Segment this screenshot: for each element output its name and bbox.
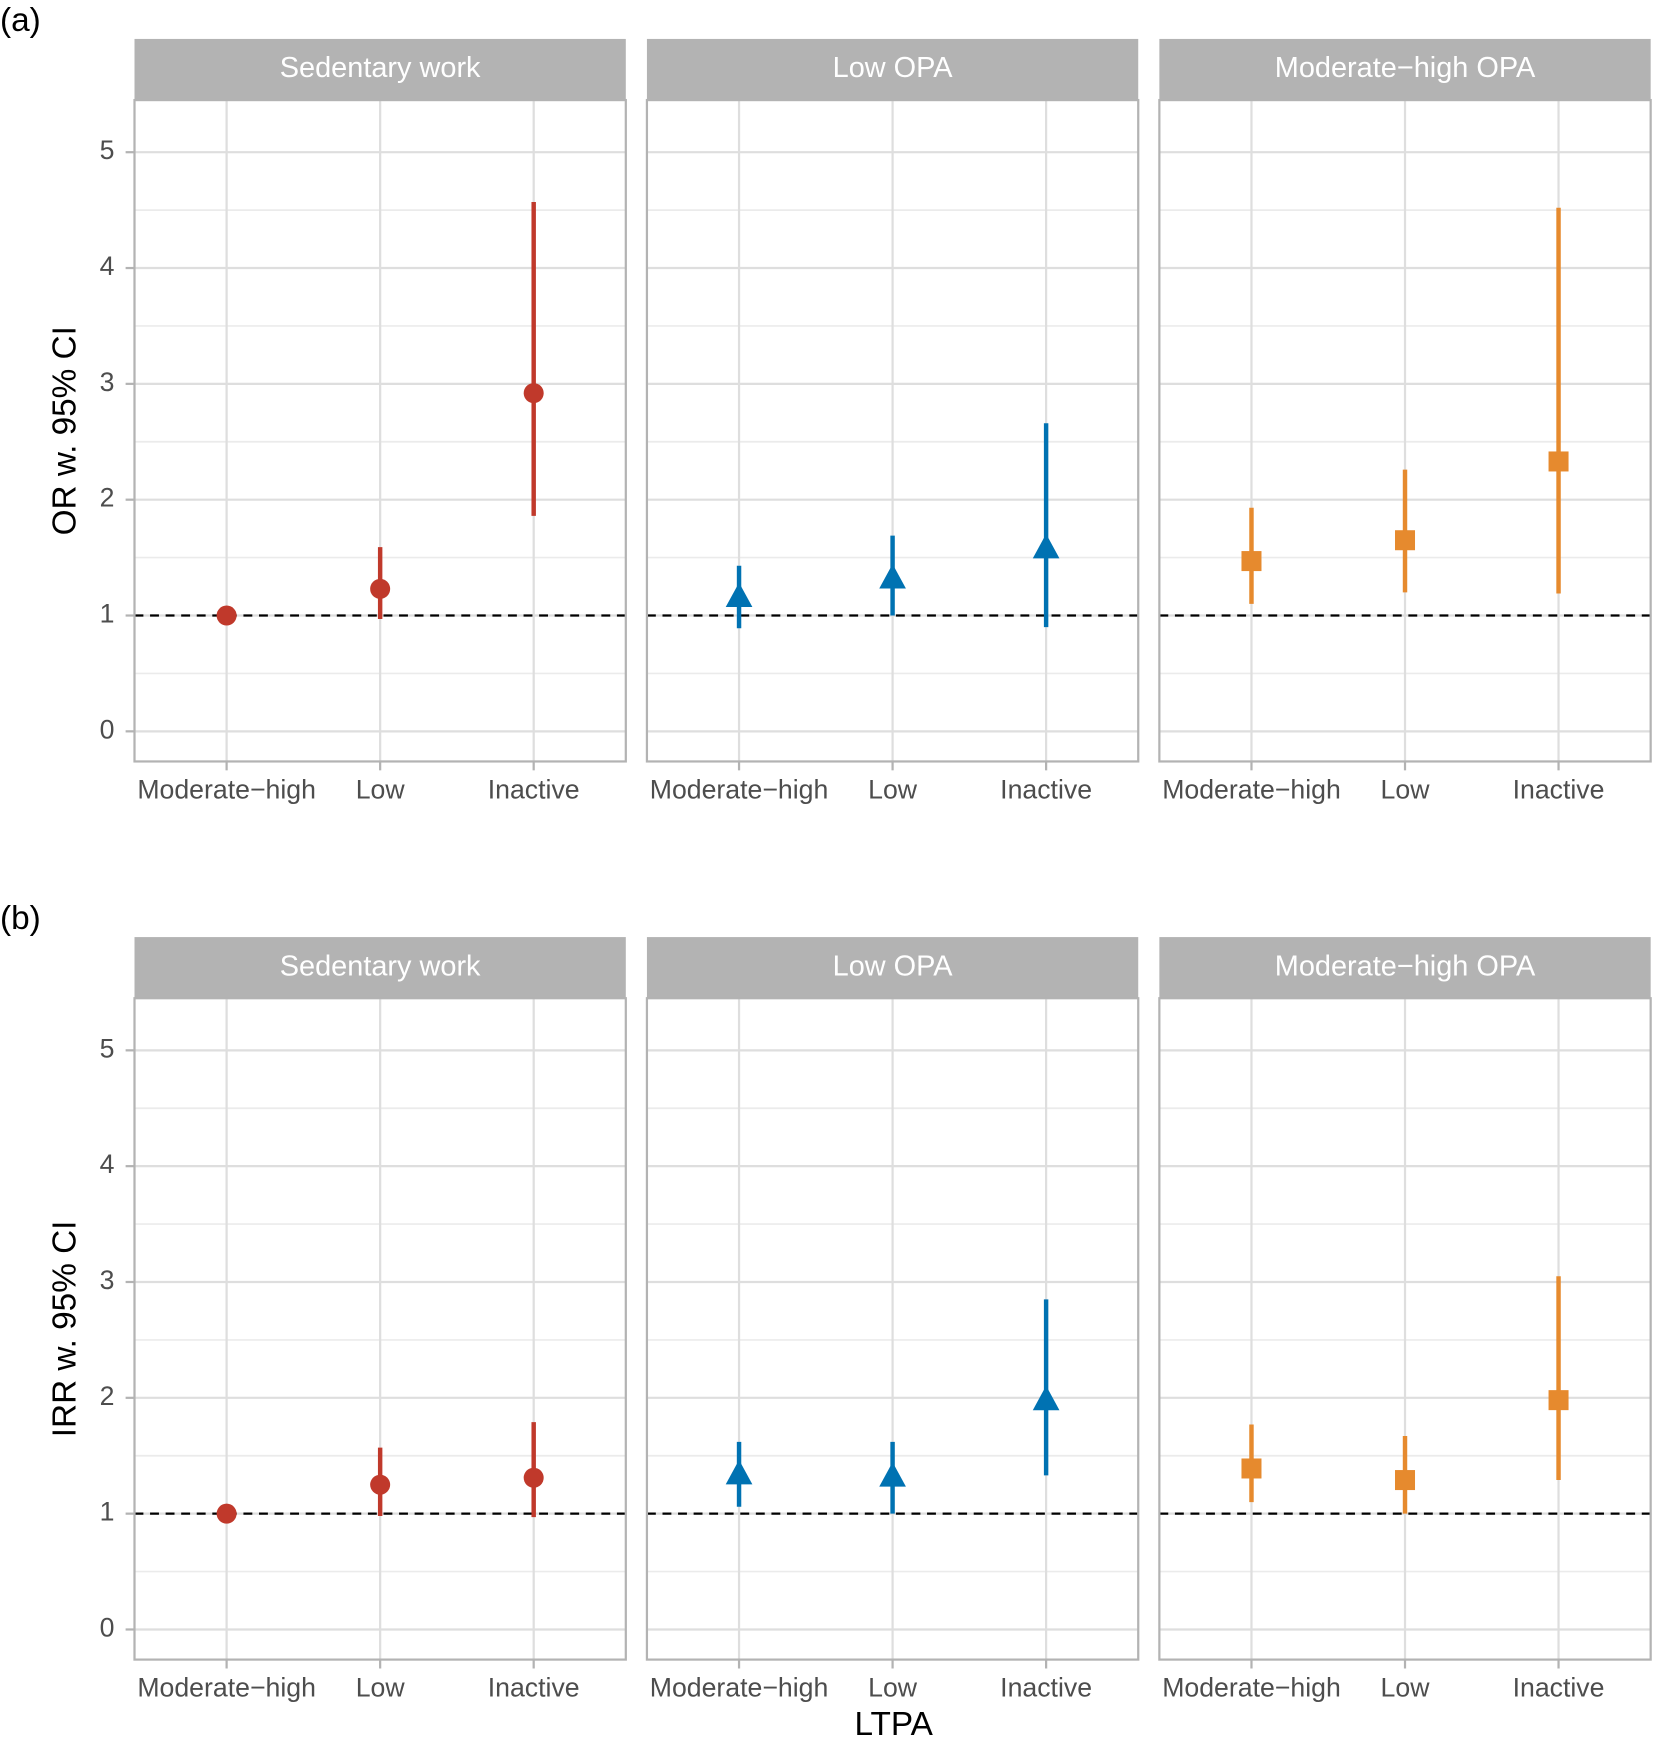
panel-border [645, 997, 1140, 1661]
strip-title: Moderate−high OPA [1275, 52, 1536, 84]
panel-border [1158, 98, 1652, 763]
y-axis-title: IRR w. 95% CI [47, 1221, 84, 1438]
x-tick-label: Low [356, 1673, 406, 1703]
y-tick-label: 4 [100, 251, 115, 281]
panel-label: (a) [0, 2, 41, 39]
x-tick-label: Inactive [1000, 775, 1092, 805]
x-tick-label: Low [868, 775, 918, 805]
strip [134, 937, 626, 999]
y-tick-label: 5 [100, 1033, 115, 1063]
point [1241, 551, 1262, 572]
y-axis-title: OR w. 95% CI [47, 326, 84, 535]
strip [646, 38, 1139, 101]
x-tick-label: Moderate−high [650, 1673, 829, 1703]
strip-title: Low OPA [833, 52, 954, 84]
strip-title: Sedentary work [280, 950, 481, 982]
point [1395, 530, 1416, 551]
x-tick-label: Inactive [1513, 775, 1605, 805]
x-tick-label: Inactive [488, 775, 580, 805]
strip [1159, 38, 1651, 101]
panel-border [133, 98, 627, 763]
y-tick-label: 1 [100, 599, 115, 629]
y-tick-label: 2 [100, 1381, 115, 1411]
strip-title: Sedentary work [280, 52, 481, 84]
x-tick-label: Low [1381, 1673, 1431, 1703]
point [523, 383, 544, 404]
panel-border [645, 98, 1140, 763]
panel-label: (b) [0, 900, 41, 937]
x-axis-title: LTPA [854, 1706, 933, 1743]
x-tick-label: Inactive [1513, 1673, 1605, 1703]
point [879, 564, 906, 589]
y-tick-label: 3 [100, 367, 115, 397]
panel-border [133, 997, 627, 1661]
point [725, 582, 753, 608]
y-tick-label: 3 [100, 1265, 115, 1295]
strip [646, 937, 1139, 999]
point [1032, 1385, 1060, 1411]
x-tick-label: Moderate−high [1162, 1673, 1341, 1703]
strip-title: Moderate−high OPA [1275, 950, 1536, 982]
point [725, 1459, 753, 1485]
x-tick-label: Moderate−high [137, 1673, 316, 1703]
point [1548, 451, 1569, 472]
panel-border [1158, 997, 1652, 1661]
point [1241, 1458, 1262, 1479]
y-tick-label: 2 [100, 483, 115, 513]
point [1032, 533, 1060, 559]
y-tick-label: 4 [100, 1149, 115, 1179]
x-tick-label: Inactive [488, 1673, 580, 1703]
y-tick-label: 0 [100, 714, 115, 744]
x-tick-label: Low [1381, 775, 1431, 805]
point [879, 1462, 906, 1487]
point [370, 578, 391, 599]
x-tick-label: Moderate−high [1162, 775, 1341, 805]
x-tick-label: Low [356, 775, 406, 805]
x-tick-label: Inactive [1000, 1673, 1092, 1703]
point [1548, 1390, 1569, 1411]
strip [134, 38, 626, 101]
point [216, 1503, 237, 1524]
strip-title: Low OPA [833, 950, 954, 982]
y-tick-label: 0 [100, 1613, 115, 1643]
point [1395, 1470, 1416, 1491]
y-tick-label: 5 [100, 135, 115, 165]
point [523, 1467, 544, 1488]
x-tick-label: Moderate−high [650, 775, 829, 805]
y-tick-label: 1 [100, 1497, 115, 1527]
strip [1159, 937, 1651, 999]
x-tick-label: Moderate−high [137, 775, 316, 805]
point [370, 1474, 391, 1495]
x-tick-label: Low [868, 1673, 918, 1703]
point [216, 605, 237, 626]
